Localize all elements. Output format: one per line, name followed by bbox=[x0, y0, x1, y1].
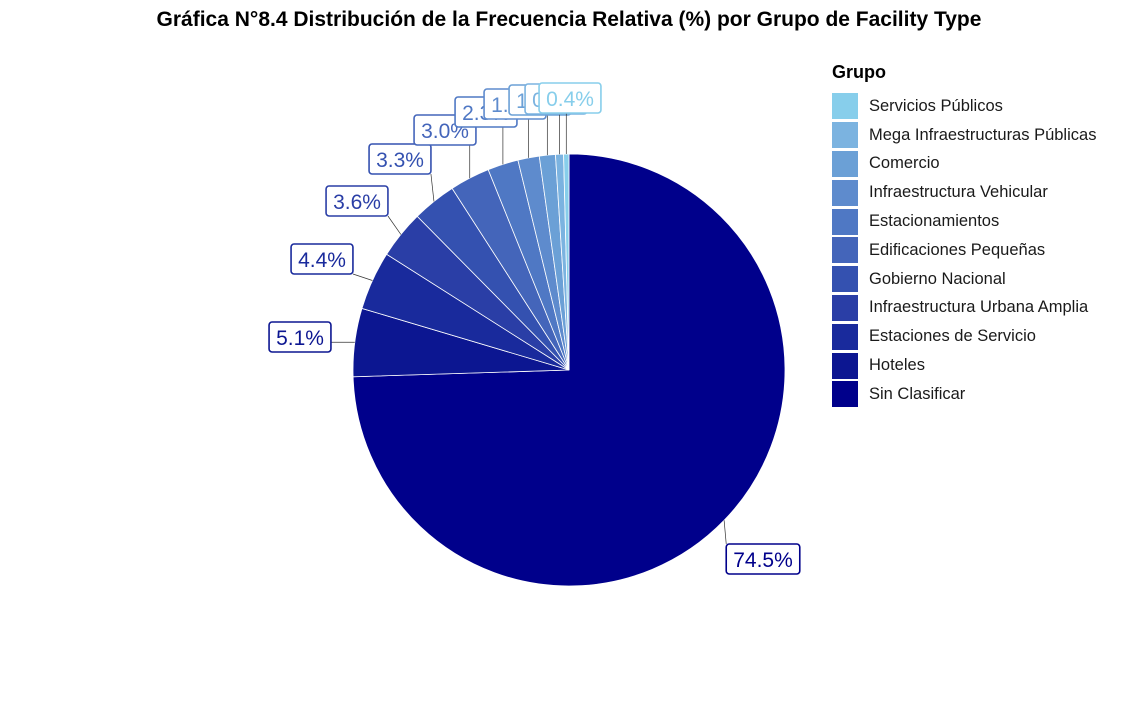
pie-data-label: 0.4% bbox=[546, 88, 594, 111]
legend-item-servicios-publicos: Servicios Públicos bbox=[832, 92, 1096, 121]
pie-data-label: 5.1% bbox=[276, 327, 324, 350]
legend-label: Infraestructura Urbana Amplia bbox=[869, 298, 1089, 317]
pie-label-leader bbox=[430, 173, 435, 202]
legend-label: Infraestructura Vehicular bbox=[869, 183, 1048, 202]
legend-label: Gobierno Nacional bbox=[869, 269, 1006, 288]
legend-label: Hoteles bbox=[869, 356, 925, 375]
legend-swatch bbox=[832, 266, 858, 293]
pie-label-box bbox=[268, 321, 332, 353]
legend-item-gobierno-nacional: Gobierno Nacional bbox=[832, 265, 1096, 294]
legend-swatch bbox=[832, 294, 858, 321]
legend-item-estacionamientos: Estacionamientos bbox=[832, 207, 1096, 236]
pie-label-box bbox=[290, 243, 354, 275]
pie-label-box bbox=[325, 185, 389, 217]
legend-swatch bbox=[832, 122, 858, 149]
legend-item-comercio: Comercio bbox=[832, 150, 1096, 179]
legend-label: Estacionamientos bbox=[869, 212, 1000, 231]
legend-item-infraestructura-vehicular: Infraestructura Vehicular bbox=[832, 178, 1096, 207]
legend-swatch bbox=[832, 352, 858, 379]
pie-data-label: 3.3% bbox=[376, 149, 424, 172]
legend-swatch bbox=[832, 179, 858, 206]
chart-title: Gráfica N°8.4 Distribución de la Frecuen… bbox=[156, 8, 982, 31]
legend: Grupo Servicios Públicos Mega Infraestruc… bbox=[832, 62, 1096, 409]
pie-data-label: 3.6% bbox=[333, 191, 381, 214]
legend-label: Sin Clasificar bbox=[869, 384, 966, 403]
legend-item-hoteles: Hoteles bbox=[832, 351, 1096, 380]
pie-label-leader bbox=[387, 215, 402, 235]
pie-label-box bbox=[725, 543, 801, 575]
legend-label: Servicios Públicos bbox=[869, 96, 1003, 115]
legend-label: Estaciones de Servicio bbox=[869, 327, 1036, 346]
legend-label: Edificaciones Pequeñas bbox=[869, 240, 1046, 259]
legend-items: Servicios Públicos Mega Infraestructuras … bbox=[832, 92, 1096, 409]
legend-swatch bbox=[832, 323, 858, 350]
legend-swatch bbox=[832, 208, 858, 235]
legend-item-sin-clasificar: Sin Clasificar bbox=[832, 380, 1096, 409]
pie-label-leader bbox=[352, 273, 373, 281]
legend-item-mega-infraestructuras-publicas: Mega Infraestructuras Públicas bbox=[832, 121, 1096, 150]
legend-swatch bbox=[832, 237, 858, 264]
legend-label: Comercio bbox=[869, 154, 940, 173]
legend-item-edificaciones-pequenas: Edificaciones Pequeñas bbox=[832, 236, 1096, 265]
pie-data-label: 4.4% bbox=[298, 249, 346, 272]
legend-swatch bbox=[832, 381, 858, 408]
legend-swatch bbox=[832, 150, 858, 177]
pie-label-leader bbox=[723, 520, 727, 545]
pie-label-box bbox=[368, 143, 432, 175]
legend-item-estaciones-de-servicio: Estaciones de Servicio bbox=[832, 322, 1096, 351]
legend-item-infraestructura-urbana-amplia: Infraestructura Urbana Amplia bbox=[832, 294, 1096, 323]
pie-label-box bbox=[538, 82, 602, 114]
pie-data-label: 74.5% bbox=[733, 549, 793, 572]
legend-swatch bbox=[832, 93, 858, 120]
legend-title: Grupo bbox=[832, 62, 886, 82]
legend-label: Mega Infraestructuras Públicas bbox=[869, 125, 1097, 144]
